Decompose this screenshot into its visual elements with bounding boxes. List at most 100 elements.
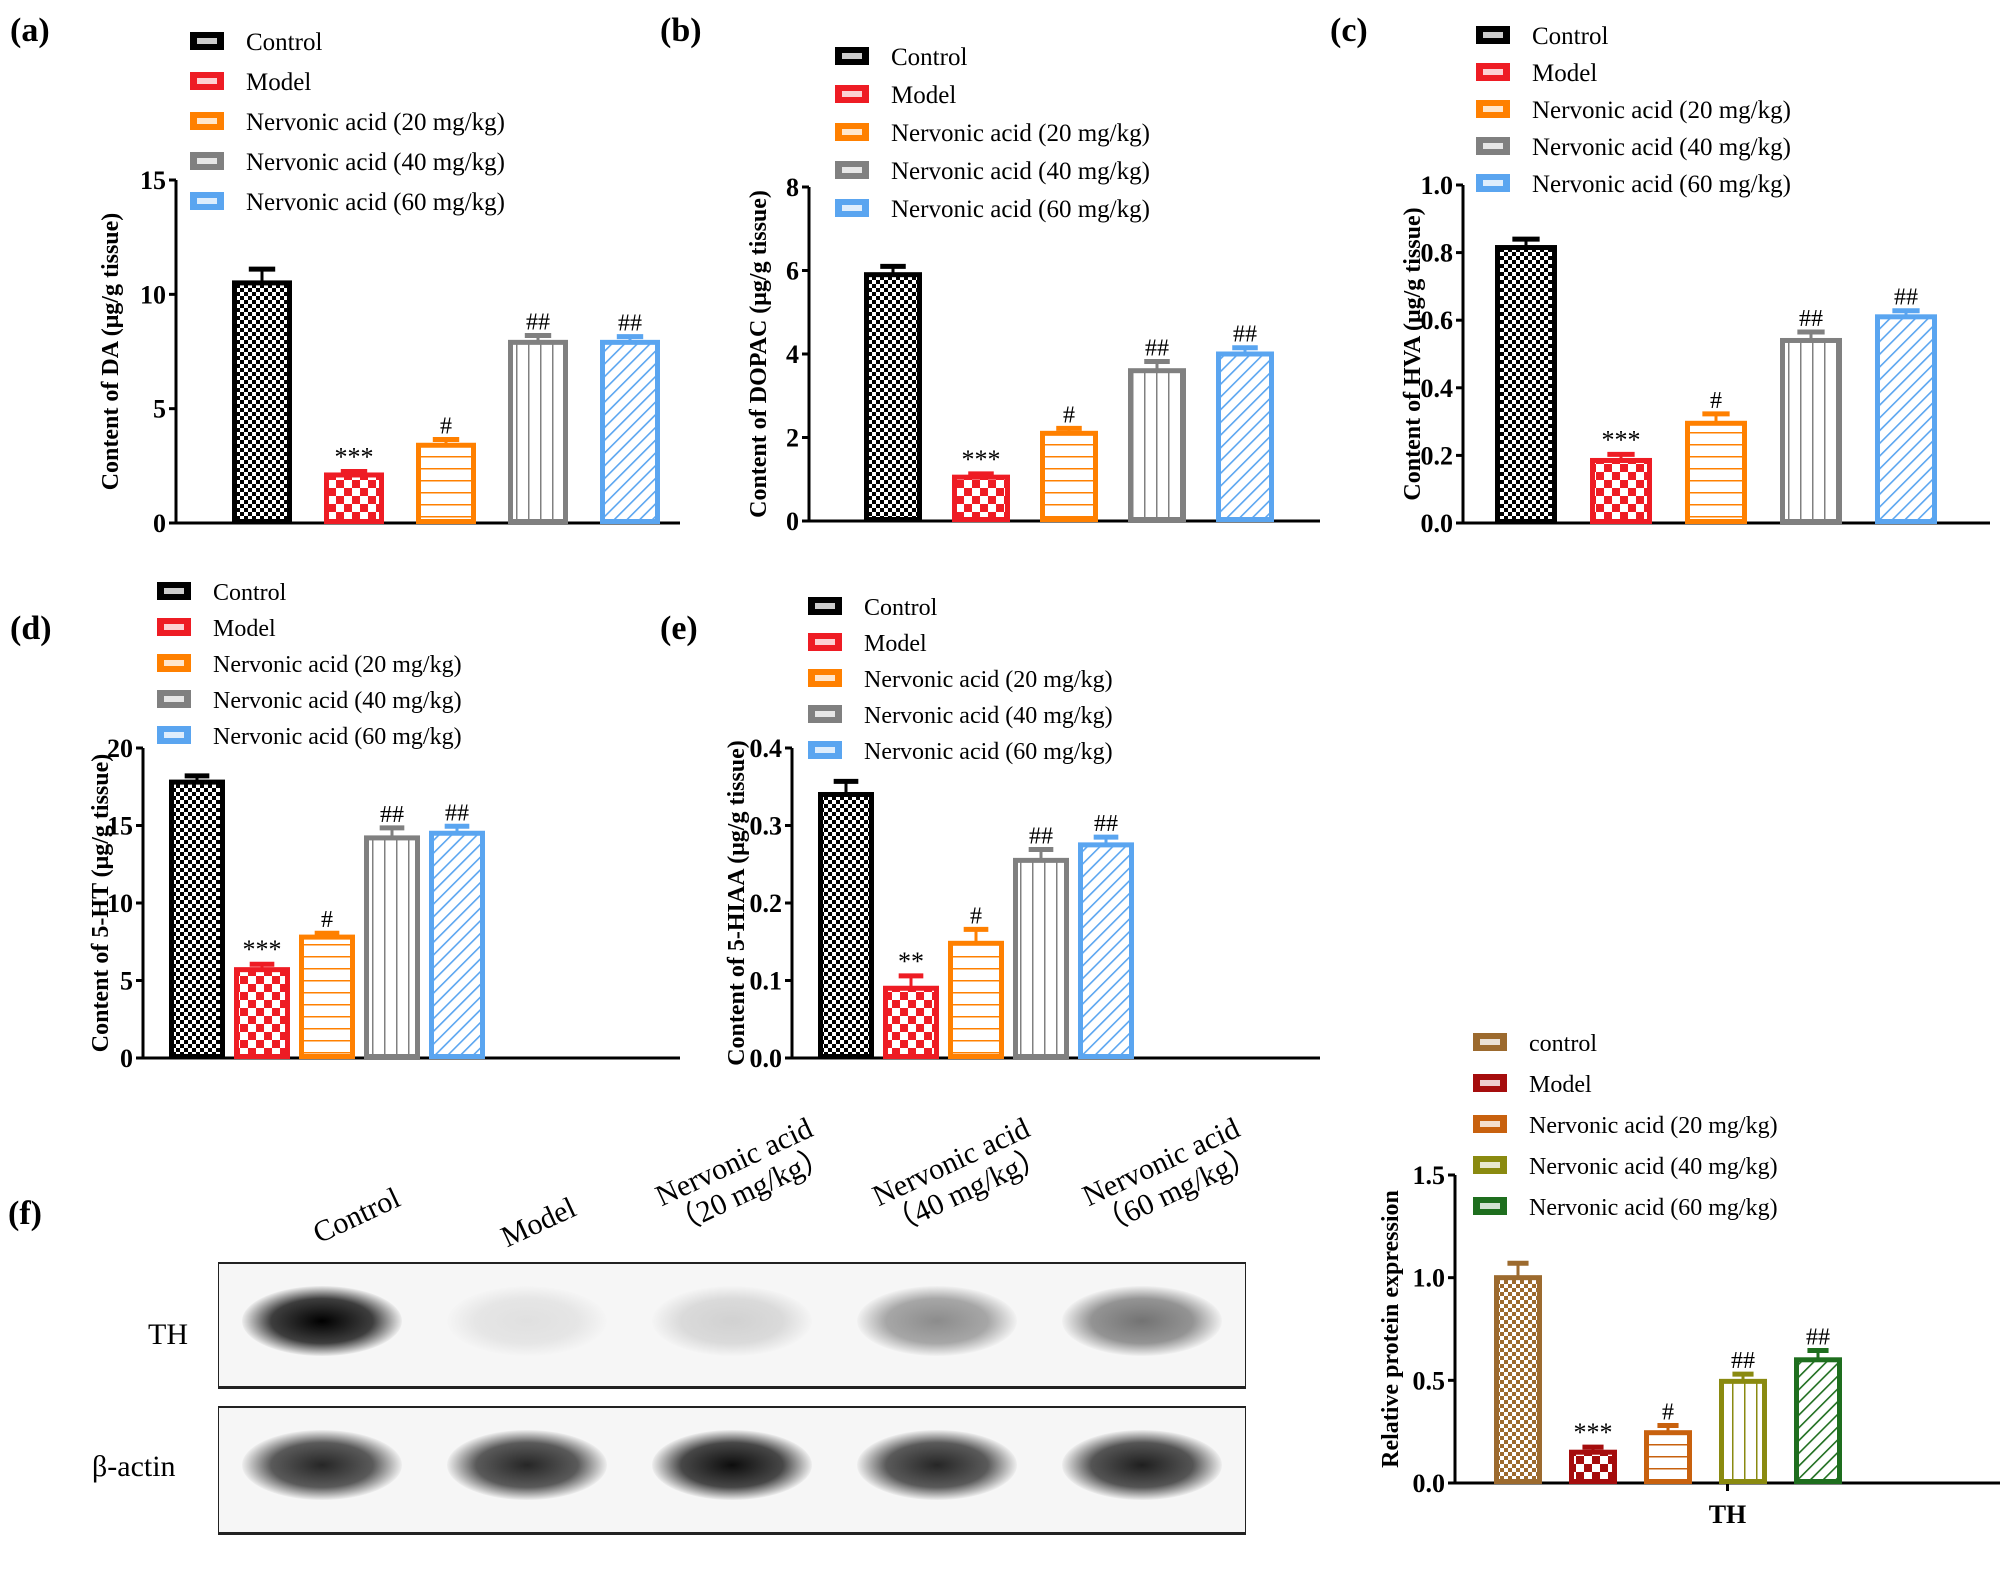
legend-swatch-pattern [164,660,184,666]
significance-label: ## [1799,306,1823,332]
bar [1685,420,1747,525]
legend-label: Nervonic acid (60 mg/kg) [1532,171,1791,198]
significance-label: *** [335,443,374,472]
legend-label: Nervonic acid (40 mg/kg) [213,688,462,714]
bar [600,339,660,524]
significance-label: ## [1233,322,1257,348]
legend-label: Nervonic acid (20 mg/kg) [213,652,462,678]
bar [1078,842,1134,1059]
legend-swatch-pattern [197,118,217,124]
blot-band-actin [446,1430,607,1500]
y-tick-label: 0.0 [1413,1469,1446,1498]
lane-label: Model [496,1190,581,1254]
y-tick-label: 8 [786,173,799,202]
panel-label-f: (f) [8,1195,42,1232]
significance-label: # [1710,388,1722,414]
bar [416,442,476,524]
bar [232,280,292,524]
legend-label: Model [246,69,311,96]
significance-label: # [1063,402,1075,428]
blot-band-th [857,1286,1018,1356]
blot-band-th [651,1286,813,1356]
y-axis-label: Content of DOPAC (μg/g tissue) [746,190,772,518]
legend-label: Nervonic acid (20 mg/kg) [864,667,1113,693]
y-tick-label: 0.4 [1421,374,1454,403]
bar [864,272,922,522]
legend-label: Model [1529,1072,1592,1098]
legend-label: Control [891,44,967,71]
significance-label: # [321,907,333,933]
bar [429,830,485,1059]
y-tick-label: 10 [107,889,133,918]
bar [1495,245,1557,524]
significance-label: *** [1574,1418,1613,1447]
y-tick-label: 15 [107,812,133,841]
legend-swatch-pattern [1480,1121,1500,1127]
y-tick-label: 0.8 [1421,239,1454,268]
significance-label: *** [962,445,1001,474]
bar [1494,1275,1542,1484]
legend-label: Nervonic acid (60 mg/kg) [1529,1195,1778,1221]
significance-label: ## [1029,824,1053,850]
y-tick-label: 0.1 [750,967,783,996]
legend-swatch-pattern [815,747,835,753]
lane-label: Nervonic acid （40 mg/kg） [867,1111,1053,1242]
legend-label: Model [1532,60,1597,87]
y-tick-label: 0.6 [1421,306,1454,335]
y-axis-label: Content of 5-HT (μg/g tissue) [88,754,114,1053]
legend-label: Nervonic acid (60 mg/kg) [891,196,1150,223]
y-tick-label: 20 [107,734,133,763]
legend-label: Nervonic acid (20 mg/kg) [246,109,505,136]
bar [1644,1430,1692,1484]
bar [883,985,939,1059]
y-axis-label: Content of DA (μg/g tissue) [98,213,124,491]
legend-swatch-pattern [815,711,835,717]
significance-label: # [970,903,982,929]
blot-band-th [1062,1286,1223,1356]
y-tick-label: 1.0 [1413,1264,1446,1293]
legend-swatch-pattern [815,639,835,645]
bar [234,967,290,1059]
legend-label: Nervonic acid (20 mg/kg) [1532,97,1791,124]
legend-swatch-pattern [842,91,862,97]
significance-label: ## [1894,285,1918,311]
bar [952,474,1010,523]
y-axis-label: Content of HVA (μg/g tissue) [1400,207,1426,500]
chart-hva: 0.0 0.2 0.4 0.6 0.8 1.0 Content of HVA (μg/g t… [1400,23,1990,538]
legend-label: Control [864,595,938,621]
legend-label: Model [213,616,276,642]
blot-band-actin [651,1430,813,1500]
blot-band-actin [241,1430,402,1500]
y-tick-label: 2 [786,424,799,453]
y-tick-label: 0.0 [1421,509,1454,538]
significance-label: ** [898,947,924,976]
x-tick-label: TH [1709,1500,1747,1529]
y-tick-label: 4 [786,340,799,369]
legend-swatch-pattern [842,167,862,173]
y-tick-label: 5 [120,967,133,996]
bar [1875,314,1937,524]
panel-label-b: (b) [660,12,702,49]
legend-swatch-pattern [842,53,862,59]
significance-label: ## [618,311,642,337]
y-tick-label: 15 [140,166,166,195]
legend-swatch-pattern [815,675,835,681]
y-tick-label: 0 [786,507,799,536]
legend-swatch-pattern [197,158,217,164]
legend-swatch-pattern [1480,1080,1500,1086]
legend-swatch-pattern [1483,69,1503,75]
legend-swatch-pattern [1483,106,1503,112]
bar [948,940,1004,1059]
significance-label: ## [380,802,404,828]
legend-label: Control [246,29,322,56]
legend-swatch-pattern [1483,32,1503,38]
legend-label: Nervonic acid (60 mg/kg) [213,724,462,750]
y-tick-label: 10 [140,280,166,309]
legend-swatch-pattern [815,603,835,609]
legend-label: Nervonic acid (60 mg/kg) [246,189,505,216]
legend-swatch-pattern [1480,1039,1500,1045]
y-tick-label: 1.0 [1421,171,1454,200]
y-tick-label: 0.5 [1413,1366,1446,1395]
legend-label: Nervonic acid (40 mg/kg) [1532,134,1791,161]
